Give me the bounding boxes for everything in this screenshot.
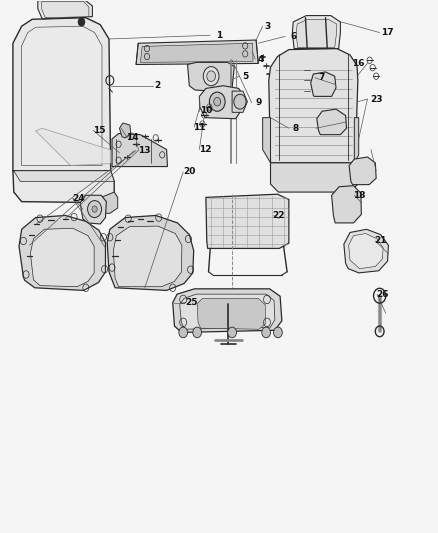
Text: 12: 12 xyxy=(199,145,211,154)
Polygon shape xyxy=(136,40,258,64)
Polygon shape xyxy=(354,118,359,163)
Polygon shape xyxy=(344,229,389,273)
Circle shape xyxy=(207,71,215,82)
Text: 8: 8 xyxy=(292,124,299,133)
Circle shape xyxy=(234,94,246,109)
Circle shape xyxy=(88,200,102,217)
Polygon shape xyxy=(232,91,247,112)
Text: 7: 7 xyxy=(318,73,325,82)
Polygon shape xyxy=(349,157,376,184)
Polygon shape xyxy=(30,228,94,287)
Circle shape xyxy=(228,327,237,338)
Circle shape xyxy=(214,98,221,106)
Polygon shape xyxy=(332,185,361,223)
Text: 20: 20 xyxy=(183,167,195,176)
Text: 26: 26 xyxy=(376,289,389,298)
Polygon shape xyxy=(197,298,265,329)
Text: 18: 18 xyxy=(353,191,366,200)
Circle shape xyxy=(209,92,225,111)
Polygon shape xyxy=(292,15,340,49)
Polygon shape xyxy=(187,62,234,92)
Text: 6: 6 xyxy=(290,32,297,41)
Polygon shape xyxy=(113,226,182,287)
Text: 23: 23 xyxy=(370,94,382,103)
Text: 13: 13 xyxy=(138,146,150,155)
Polygon shape xyxy=(141,43,253,62)
Polygon shape xyxy=(349,233,383,269)
Polygon shape xyxy=(13,18,111,171)
Text: 16: 16 xyxy=(353,59,365,68)
Text: 1: 1 xyxy=(216,31,222,40)
Text: 17: 17 xyxy=(381,28,394,37)
Polygon shape xyxy=(120,123,131,138)
Circle shape xyxy=(179,327,187,338)
Polygon shape xyxy=(88,192,118,213)
Text: 5: 5 xyxy=(242,71,248,80)
Text: 11: 11 xyxy=(193,123,205,132)
Polygon shape xyxy=(199,86,244,119)
Circle shape xyxy=(262,327,271,338)
Text: 22: 22 xyxy=(272,211,285,220)
Polygon shape xyxy=(206,194,289,248)
Polygon shape xyxy=(13,171,114,181)
Polygon shape xyxy=(35,128,126,165)
Polygon shape xyxy=(19,215,106,290)
Polygon shape xyxy=(317,109,346,135)
Text: 14: 14 xyxy=(126,133,139,142)
Text: 24: 24 xyxy=(72,194,85,203)
Polygon shape xyxy=(296,19,337,47)
Polygon shape xyxy=(21,26,102,165)
Polygon shape xyxy=(80,195,106,224)
Polygon shape xyxy=(107,215,194,290)
Polygon shape xyxy=(180,294,275,329)
Circle shape xyxy=(78,18,85,26)
Text: 15: 15 xyxy=(93,126,106,135)
Polygon shape xyxy=(13,171,114,203)
Text: 9: 9 xyxy=(255,98,261,107)
Text: 3: 3 xyxy=(264,22,270,31)
Text: 25: 25 xyxy=(185,298,197,307)
Polygon shape xyxy=(311,72,336,96)
Text: 2: 2 xyxy=(155,81,161,90)
Polygon shape xyxy=(271,163,358,192)
Polygon shape xyxy=(269,49,358,163)
Circle shape xyxy=(193,327,201,338)
Polygon shape xyxy=(112,134,167,166)
Text: 4: 4 xyxy=(257,55,264,63)
Polygon shape xyxy=(173,289,282,333)
Circle shape xyxy=(203,67,219,86)
Polygon shape xyxy=(38,1,92,19)
Circle shape xyxy=(274,327,283,338)
Text: 21: 21 xyxy=(374,237,387,246)
Polygon shape xyxy=(42,2,89,18)
Text: 10: 10 xyxy=(200,106,212,115)
Circle shape xyxy=(92,206,97,212)
Polygon shape xyxy=(263,118,271,163)
